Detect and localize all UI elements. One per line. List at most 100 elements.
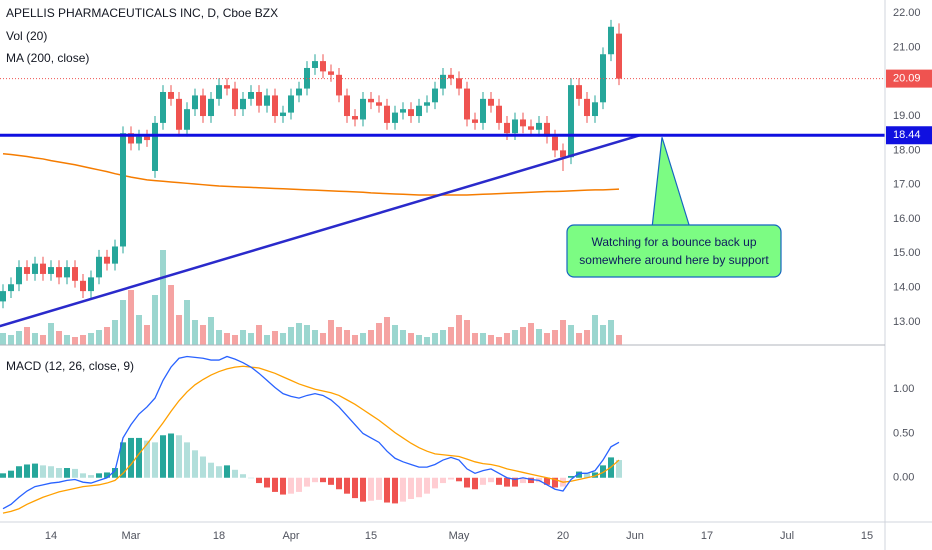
y-tick-label: 14.00 <box>893 282 921 294</box>
candle-body <box>0 291 6 302</box>
volume-bar <box>336 327 342 345</box>
ma-line <box>2 153 620 196</box>
volume-bar <box>432 333 438 345</box>
volume-bar <box>144 325 150 345</box>
volume-bar <box>376 323 382 345</box>
volume-bar <box>560 320 566 345</box>
volume-bar <box>216 330 222 345</box>
macd-histogram-bar <box>424 477 430 494</box>
candle-body <box>8 284 14 292</box>
candle-body <box>48 267 54 274</box>
volume-bar <box>248 333 254 345</box>
volume-bar <box>16 331 22 345</box>
candle-body <box>608 26 614 55</box>
candle-body <box>216 85 222 99</box>
macd-histogram-bar <box>352 477 358 499</box>
last-price-label: 20.09 <box>893 73 921 85</box>
volume-bar <box>408 333 414 345</box>
candle-body <box>184 109 190 130</box>
volume-bar <box>456 315 462 345</box>
volume-bar <box>520 327 526 345</box>
candle-body <box>176 98 182 130</box>
candle-body <box>256 92 262 106</box>
volume-bar <box>200 325 206 345</box>
macd-histogram-bar <box>248 477 254 479</box>
candle-body <box>480 98 486 123</box>
candle-body <box>568 85 574 158</box>
macd-histogram-bar <box>336 477 342 490</box>
candle-body <box>152 122 158 171</box>
volume-bar <box>88 333 94 345</box>
macd-histogram-bar <box>168 433 174 478</box>
macd-histogram-bar <box>224 465 230 478</box>
macd-histogram-bar <box>448 477 454 480</box>
candle-body <box>368 98 374 103</box>
candle-body <box>288 95 294 113</box>
candle-body <box>40 263 46 274</box>
candle-body <box>352 116 358 120</box>
volume-bar <box>288 327 294 345</box>
candle-body <box>464 88 470 120</box>
y-tick-label: 0.00 <box>893 472 914 484</box>
macd-histogram-bar <box>376 477 382 500</box>
macd-histogram-bar <box>368 477 374 501</box>
macd-histogram-bar <box>544 477 550 485</box>
candle-body <box>520 119 526 127</box>
candle-body <box>248 92 254 99</box>
volume-bar <box>472 333 478 345</box>
macd-histogram-bar <box>160 435 166 478</box>
candle-body <box>512 119 518 134</box>
volume-bar <box>8 335 14 345</box>
volume-bar <box>464 320 470 345</box>
macd-histogram-bar <box>488 477 494 483</box>
candle-body <box>408 109 414 117</box>
volume-bar <box>240 330 246 345</box>
volume-bar <box>0 333 6 345</box>
volume-bar <box>208 317 214 345</box>
volume-bar <box>80 335 86 345</box>
macd-histogram-bar <box>296 477 302 492</box>
y-tick-label: 1.00 <box>893 383 914 395</box>
trendline <box>0 134 641 328</box>
volume-bar <box>128 290 134 345</box>
volume-bar <box>272 331 278 345</box>
volume-bar <box>56 331 62 345</box>
last-price-box <box>886 69 932 88</box>
volume-bar <box>104 327 110 345</box>
candle-body <box>528 126 534 130</box>
macd-histogram-bar <box>472 477 478 490</box>
candle-body <box>112 246 118 264</box>
macd-histogram-bar <box>200 456 206 478</box>
candle-body <box>344 95 350 117</box>
macd-histogram-bar <box>48 466 54 478</box>
macd-histogram-bar <box>576 471 582 478</box>
volume-bar <box>192 320 198 345</box>
macd-histogram-bar <box>584 473 590 478</box>
macd-histogram-bar <box>144 440 150 478</box>
macd-histogram-bar <box>312 477 318 483</box>
y-tick-label: 15.00 <box>893 247 921 259</box>
macd-histogram-bar <box>40 465 46 478</box>
macd-histogram-bar <box>344 477 350 494</box>
candle-body <box>472 119 478 123</box>
candle-body <box>160 92 166 123</box>
candle-body <box>384 105 390 123</box>
macd-histogram-bar <box>432 477 438 489</box>
candle-body <box>240 98 246 110</box>
volume-bar <box>424 337 430 345</box>
volume-bar <box>136 315 142 345</box>
volume-bar <box>264 335 270 345</box>
candle-body <box>376 102 382 106</box>
candle-body <box>272 95 278 117</box>
volume-bar <box>616 335 622 345</box>
candle-body <box>168 92 174 99</box>
x-tick-label: 15 <box>365 530 377 542</box>
volume-bar <box>256 325 262 345</box>
candle-body <box>128 133 134 144</box>
candle-body <box>440 74 446 89</box>
candle-body <box>328 71 334 75</box>
candle-body <box>144 136 150 141</box>
candle-body <box>432 88 438 103</box>
macd-histogram-bar <box>440 477 446 484</box>
volume-bar <box>416 335 422 345</box>
